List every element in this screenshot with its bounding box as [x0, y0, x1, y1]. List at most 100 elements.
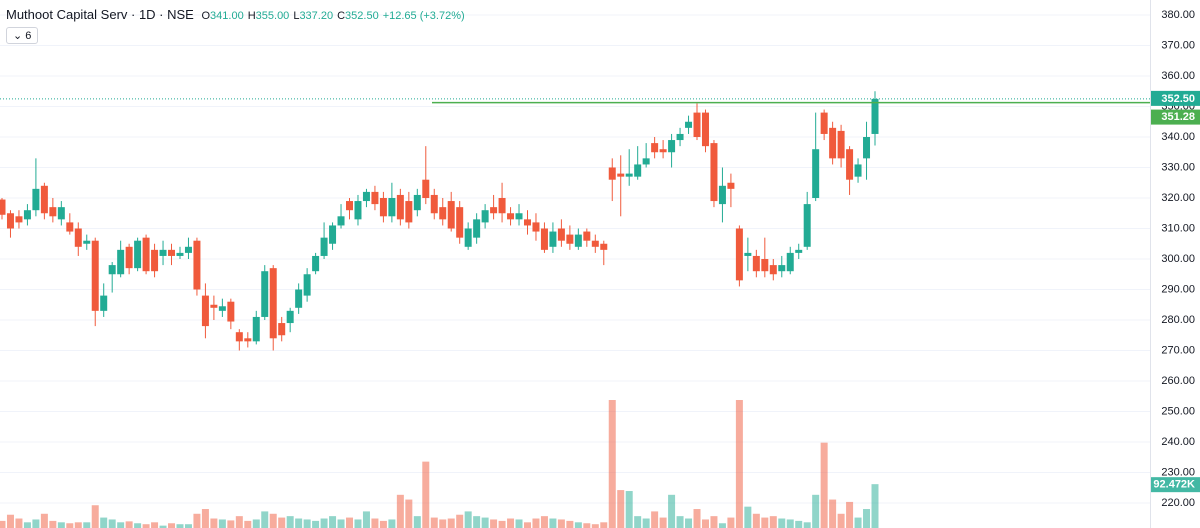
candle-body [74, 228, 82, 247]
candle-body [557, 228, 565, 241]
volume-bar [490, 519, 498, 528]
candle-body [583, 231, 591, 241]
volume-bar [651, 511, 659, 528]
volume-bar [396, 494, 404, 528]
candle-body [863, 137, 871, 159]
y-tick-label: 320.00 [1161, 192, 1195, 204]
volume-bar [642, 518, 650, 528]
candle-body [668, 140, 676, 153]
volume-bar [117, 522, 125, 528]
volume-bar [269, 513, 277, 528]
y-tick-label: 310.00 [1161, 222, 1195, 234]
candle-body [218, 306, 226, 311]
candle-body [752, 255, 760, 272]
candle-body [430, 194, 438, 214]
candle-body [227, 301, 235, 322]
volume-bar [66, 523, 74, 528]
volume-bar [15, 518, 23, 528]
volume-bar [388, 519, 396, 528]
y-tick-label: 340.00 [1161, 131, 1195, 143]
candle-body [829, 127, 837, 159]
candle-body [600, 243, 608, 250]
y-tick-label: 360.00 [1161, 70, 1195, 82]
candle-body [32, 188, 40, 211]
volume-bar [371, 518, 379, 528]
candle-body [701, 112, 709, 147]
candle-body [718, 185, 726, 205]
volume-bar [49, 520, 57, 528]
volume-bar [795, 520, 803, 528]
volume-bar [634, 516, 642, 528]
candle-body [625, 173, 633, 177]
volume-bar [744, 506, 752, 528]
candle-body [278, 323, 286, 336]
volume-bar [871, 484, 879, 528]
y-tick-label: 280.00 [1161, 314, 1195, 326]
candle-body [608, 167, 616, 180]
volume-bar [812, 494, 820, 528]
candle-body [473, 219, 481, 238]
candle-body [676, 133, 684, 141]
volume-bar [701, 519, 709, 528]
candle-body [337, 216, 345, 226]
candle-body [761, 259, 769, 272]
volume-bar [668, 494, 676, 528]
volume-bar [40, 513, 48, 528]
candle-body [540, 228, 548, 250]
y-tick-label: 260.00 [1161, 375, 1195, 387]
y-tick-label: 380.00 [1161, 9, 1195, 21]
volume-bar [727, 517, 735, 528]
candle-body [413, 194, 421, 211]
ohlc-value: 355.00 [255, 10, 290, 22]
volume-bar [422, 461, 430, 528]
ohlc-key: L [293, 10, 300, 22]
candle-body [871, 98, 879, 134]
volume-bar [201, 509, 209, 528]
volume-bar [769, 516, 777, 528]
volume-bar [464, 511, 472, 528]
volume-bar [473, 516, 481, 528]
candle-body [727, 182, 735, 189]
volume-bar [261, 511, 269, 528]
last-price-tag [1151, 90, 1200, 106]
candle-body [312, 255, 320, 272]
ohlc-value: 352.50 [345, 10, 379, 22]
candle-body [481, 210, 489, 223]
candle-body [846, 149, 854, 180]
indicator-count: 6 [25, 30, 32, 42]
volume-bar [218, 519, 226, 528]
volume-bar [778, 518, 786, 528]
candle-body [490, 207, 498, 214]
candle-body [617, 173, 625, 177]
candle-body [820, 112, 828, 134]
y-tick-label: 290.00 [1161, 283, 1195, 295]
candle-body [108, 265, 116, 275]
candle-body [151, 249, 159, 272]
candle-body [651, 143, 659, 153]
candle-body [778, 265, 786, 272]
candle-body [447, 201, 455, 229]
candle-body [498, 198, 506, 214]
volume-bar [91, 505, 99, 528]
legend-header: Muthoot Capital Serv · 1D · NSE O341.00 H… [6, 7, 469, 22]
candle-body [0, 199, 6, 215]
indicators-toggle[interactable]: ⌄ 6 [6, 27, 39, 44]
candle-body [854, 164, 862, 177]
volume-bar [718, 523, 726, 528]
volume-bar [608, 400, 616, 528]
candle-body [515, 213, 523, 220]
candle-body [168, 249, 176, 256]
volume-bar [252, 519, 260, 528]
candle-body [803, 204, 811, 247]
candle-body [210, 304, 218, 308]
candle-body [371, 191, 379, 205]
candle-body [193, 240, 201, 290]
volume-bar [803, 522, 811, 528]
volume-bar [337, 519, 345, 528]
symbol[interactable]: Muthoot Capital Serv · 1D · NSE [6, 7, 194, 22]
candle-body [346, 201, 354, 211]
volume-bar [100, 517, 108, 528]
candle-body [176, 252, 184, 256]
ohlc-value: 337.20 [299, 10, 334, 22]
candle-body [566, 234, 574, 244]
